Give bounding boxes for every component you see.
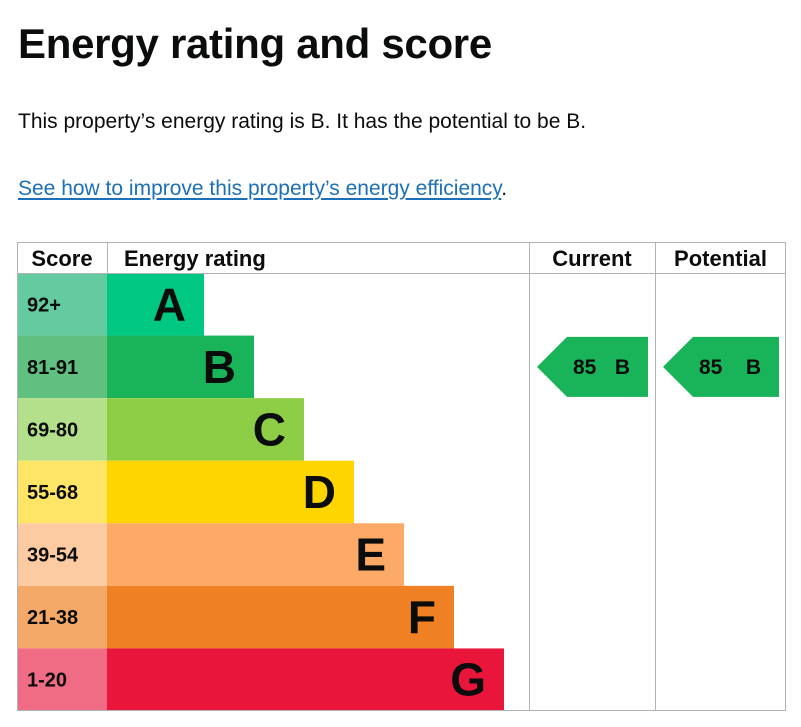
score-range-e: 39-54 <box>27 545 79 567</box>
rating-letter-b: B <box>203 341 236 393</box>
header-score: Score <box>31 246 92 271</box>
rating-summary: This property’s energy rating is B. It h… <box>18 110 587 133</box>
potential-letter: B <box>746 356 761 379</box>
rating-bar-c <box>107 398 304 461</box>
header-potential: Potential <box>674 246 767 271</box>
improve-link-suffix: . <box>501 177 508 200</box>
score-cell-e <box>17 523 107 586</box>
score-cell-c <box>17 398 107 461</box>
potential-rating-arrow <box>663 336 779 397</box>
score-range-b: 81-91 <box>27 357 78 379</box>
score-range-a: 92+ <box>27 294 61 316</box>
current-rating-arrow <box>537 336 648 397</box>
improve-energy-link[interactable]: See how to improve this property’s energ… <box>18 177 502 200</box>
score-cell-b <box>17 335 107 399</box>
score-cell-g <box>17 648 107 711</box>
score-range-f: 21-38 <box>27 607 78 629</box>
rating-letter-a: A <box>153 278 186 330</box>
rating-letter-g: G <box>450 654 486 706</box>
rating-bar-d <box>107 460 354 524</box>
rating-letter-c: C <box>253 403 286 455</box>
rating-bar-a <box>107 273 204 336</box>
score-cell-d <box>17 460 107 524</box>
score-range-d: 55-68 <box>27 482 78 504</box>
score-range-c: 69-80 <box>27 419 78 441</box>
rating-bar-g <box>107 648 504 711</box>
rating-letter-e: E <box>355 529 386 581</box>
score-cell-f <box>17 585 107 649</box>
potential-score: 85 <box>699 356 723 379</box>
rating-letter-f: F <box>408 591 436 643</box>
header-energy-rating: Energy rating <box>124 246 266 271</box>
rating-bar-f <box>107 585 454 649</box>
score-range-g: 1-20 <box>27 670 67 692</box>
rating-bar-e <box>107 523 404 586</box>
improve-link-line: See how to improve this property’s energ… <box>18 174 507 204</box>
page-title: Energy rating and score <box>18 20 492 67</box>
header-current: Current <box>552 246 632 271</box>
score-cell-a <box>17 273 107 336</box>
chart-frame <box>17 242 786 711</box>
rating-letter-d: D <box>303 466 336 518</box>
current-letter: B <box>615 356 630 379</box>
rating-bar-b <box>107 335 254 399</box>
current-score: 85 <box>573 356 597 379</box>
